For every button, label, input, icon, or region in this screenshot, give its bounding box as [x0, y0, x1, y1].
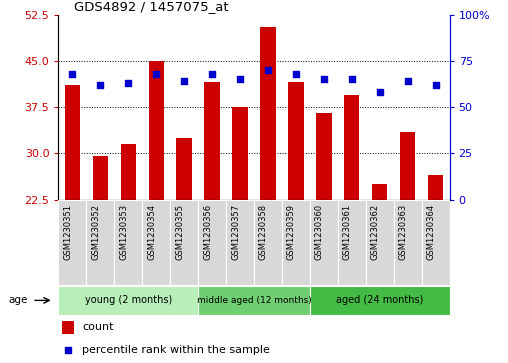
- Text: middle aged (12 months): middle aged (12 months): [197, 296, 311, 305]
- Bar: [198, 286, 310, 315]
- Text: GSM1230354: GSM1230354: [147, 204, 156, 260]
- Text: GSM1230351: GSM1230351: [64, 204, 72, 260]
- Point: [347, 77, 356, 82]
- Text: GDS4892 / 1457075_at: GDS4892 / 1457075_at: [74, 0, 229, 13]
- Text: age: age: [9, 295, 28, 305]
- Point: [264, 67, 272, 73]
- Point: [403, 78, 411, 84]
- Bar: [176, 138, 192, 200]
- Point: [236, 77, 244, 82]
- Bar: [366, 200, 394, 285]
- Bar: [428, 175, 443, 200]
- Point: [292, 71, 300, 77]
- Text: GSM1230362: GSM1230362: [371, 204, 379, 260]
- Bar: [114, 200, 142, 285]
- Bar: [422, 200, 450, 285]
- Point: [64, 347, 72, 353]
- Text: GSM1230353: GSM1230353: [119, 204, 128, 260]
- Bar: [58, 200, 86, 285]
- Bar: [372, 184, 388, 200]
- Text: GSM1230360: GSM1230360: [315, 204, 324, 260]
- Point: [375, 89, 384, 95]
- Text: GSM1230363: GSM1230363: [399, 204, 407, 260]
- Text: GSM1230359: GSM1230359: [287, 204, 296, 260]
- Bar: [394, 200, 422, 285]
- Point: [431, 82, 439, 88]
- Bar: [148, 61, 164, 200]
- Point: [68, 71, 76, 77]
- Bar: [142, 200, 170, 285]
- Bar: [232, 107, 248, 200]
- Point: [152, 71, 160, 77]
- Bar: [86, 200, 114, 285]
- Point: [124, 80, 132, 86]
- Bar: [65, 86, 80, 200]
- Point: [320, 77, 328, 82]
- Bar: [58, 286, 198, 315]
- Text: percentile rank within the sample: percentile rank within the sample: [82, 345, 270, 355]
- Bar: [400, 132, 416, 200]
- Bar: [260, 27, 276, 200]
- Bar: [282, 200, 310, 285]
- Bar: [316, 113, 332, 200]
- Bar: [92, 156, 108, 200]
- Text: GSM1230361: GSM1230361: [343, 204, 352, 260]
- Bar: [120, 144, 136, 200]
- Text: GSM1230352: GSM1230352: [91, 204, 100, 260]
- Point: [208, 71, 216, 77]
- Bar: [170, 200, 198, 285]
- Bar: [310, 200, 338, 285]
- Point: [180, 78, 188, 84]
- Text: GSM1230358: GSM1230358: [259, 204, 268, 260]
- Text: young (2 months): young (2 months): [85, 295, 172, 305]
- Bar: [310, 286, 450, 315]
- Bar: [254, 200, 282, 285]
- Text: aged (24 months): aged (24 months): [336, 295, 423, 305]
- Text: GSM1230357: GSM1230357: [231, 204, 240, 260]
- Text: GSM1230355: GSM1230355: [175, 204, 184, 260]
- Text: GSM1230356: GSM1230356: [203, 204, 212, 260]
- Bar: [204, 82, 220, 200]
- Bar: [62, 321, 74, 334]
- Text: GSM1230364: GSM1230364: [427, 204, 435, 260]
- Bar: [288, 82, 304, 200]
- Bar: [338, 200, 366, 285]
- Point: [96, 82, 104, 88]
- Bar: [226, 200, 254, 285]
- Bar: [344, 95, 360, 200]
- Bar: [198, 200, 226, 285]
- Text: count: count: [82, 322, 113, 332]
